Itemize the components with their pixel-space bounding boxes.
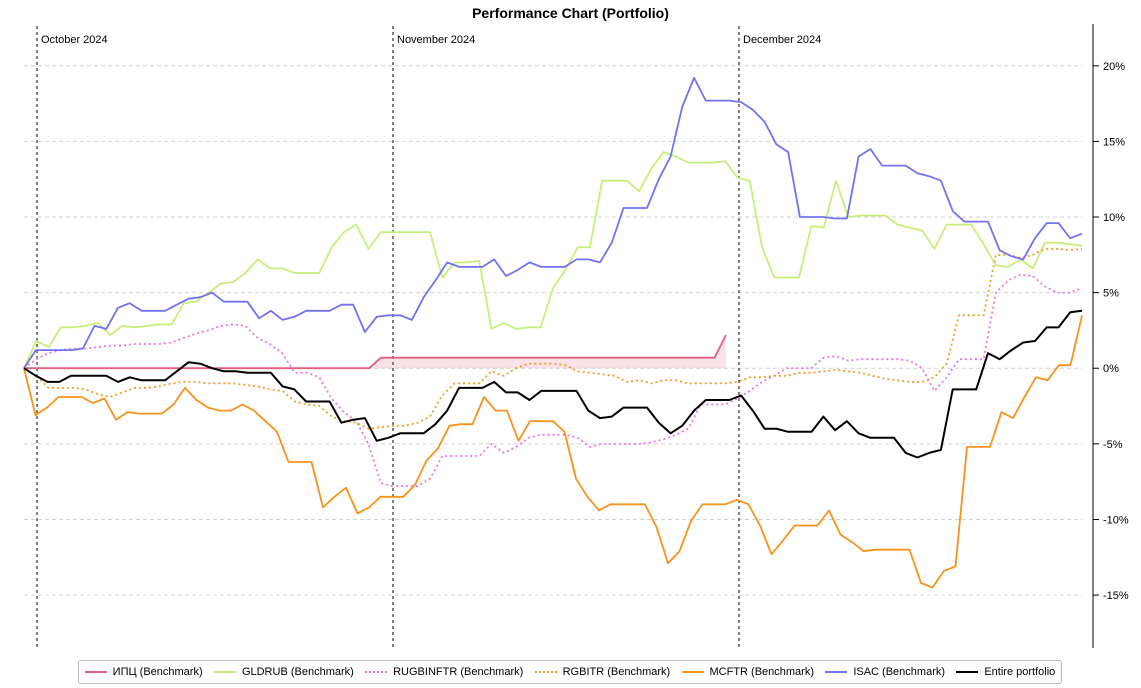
legend-swatch [681,671,704,673]
series-line [23,247,1083,430]
series-fills [24,335,726,369]
legend-item[interactable]: ISAC (Benchmark) [825,666,945,678]
series-line [23,273,1083,488]
legend: ИПЦ (Benchmark) GLDRUB (Benchmark) RUGBINF… [78,660,1062,684]
legend-label: Entire portfolio [984,666,1056,678]
series-line [23,151,1083,369]
series-line [23,309,1083,459]
legend-swatch [825,671,848,673]
month-markers: October 2024 November 2024 December 2024 [36,26,821,648]
y-tick-label: 15% [1103,136,1125,148]
legend-item[interactable]: Entire portfolio [956,666,1055,678]
plot-area: October 2024 November 2024 December 2024 2… [23,24,1129,648]
legend-label: RGBITR (Benchmark) [562,666,671,678]
y-tick-label: 0% [1103,363,1119,375]
series-line [23,77,1083,369]
legend-item[interactable]: RUGBINFTR (Benchmark) [365,666,523,678]
series-line [23,315,1083,589]
month-label: December 2024 [743,34,821,46]
chart-title: Performance Chart (Portfolio) [472,5,669,21]
legend-swatch [213,671,236,673]
series-line [24,334,727,370]
month-label: October 2024 [41,34,108,46]
series-fill [24,335,726,369]
y-tick-label: 5% [1103,288,1119,300]
legend-label: ISAC (Benchmark) [853,666,946,678]
legend-label: RUGBINFTR (Benchmark) [393,666,524,678]
legend-label: ИПЦ (Benchmark) [112,666,203,678]
legend-label: GLDRUB (Benchmark) [241,666,354,678]
legend-swatch [534,671,557,673]
legend-swatch [84,671,107,673]
y-tick-label: -15% [1103,590,1129,602]
grid-lines [24,65,1082,596]
y-tick-label: -10% [1103,514,1129,526]
legend-item[interactable]: RGBITR (Benchmark) [534,666,671,678]
legend-item[interactable]: MCFTR (Benchmark) [681,666,815,678]
y-axis: 20% 15% 10% 5% 0% -5% -10% -15% [1092,24,1129,648]
legend-swatch [956,671,979,673]
series-lines [23,77,1083,589]
legend-swatch [365,671,388,673]
y-tick-label: -5% [1103,439,1123,451]
legend-item[interactable]: ИПЦ (Benchmark) [84,666,203,678]
legend-label: MCFTR (Benchmark) [709,666,815,678]
legend-item[interactable]: GLDRUB (Benchmark) [213,666,354,678]
month-label: November 2024 [397,34,475,46]
y-tick-label: 20% [1103,61,1125,73]
y-tick-label: 10% [1103,212,1125,224]
